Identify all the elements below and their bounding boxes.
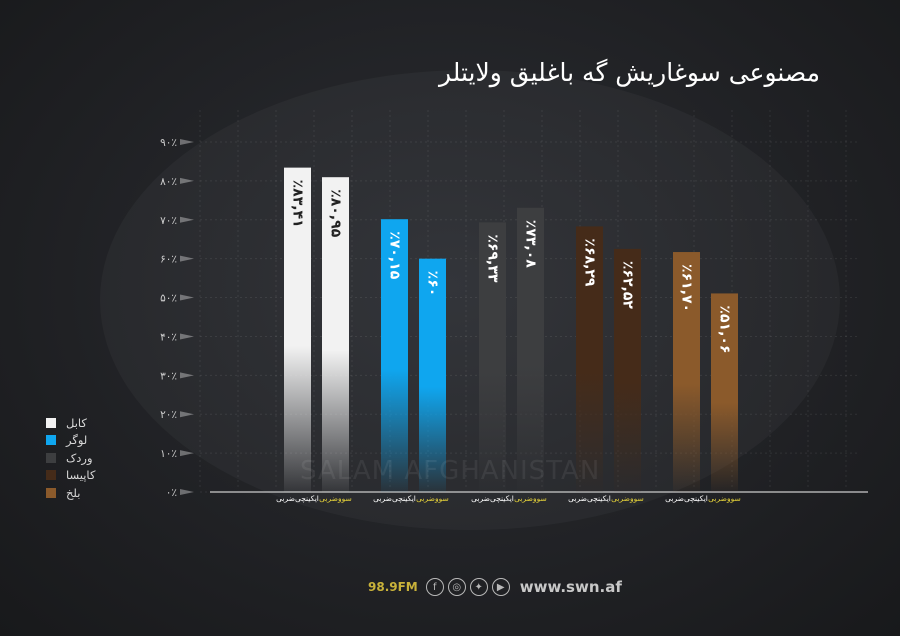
legend-swatch [46, 417, 56, 428]
footer: 98.9FM f ◎ ✦ ▶ www.swn.af [368, 578, 622, 596]
bar [614, 248, 641, 492]
x-category-label: ایکینچی‌ضربی [471, 494, 514, 503]
instagram-icon[interactable]: ◎ [447, 578, 466, 596]
x-category-label: سووضربی [416, 494, 449, 503]
bar-value-label: ٪۶۹,۳۳ [485, 234, 501, 282]
website-link[interactable]: www.swn.af [519, 578, 622, 596]
y-tick-label: ۴۰٪ [160, 331, 177, 343]
bar [479, 222, 506, 492]
x-category-label: ایکینچی‌ضربی [665, 494, 708, 503]
watermark: SALAM AFGHANISTAN [300, 456, 601, 486]
y-tick-label: ۲۰٪ [160, 409, 177, 421]
chart-title: مصنوعی سوغاریش گه باغلیق ولایتلر [438, 58, 820, 87]
legend-label: لوگر [66, 433, 88, 448]
x-category-label: سووضربی [514, 494, 547, 503]
legend-item: بلخ [46, 484, 95, 502]
y-tick-arrow [180, 139, 194, 145]
legend-swatch [46, 452, 56, 463]
y-tick-arrow [180, 255, 194, 262]
legend-label: بلخ [66, 485, 81, 500]
bar [517, 207, 544, 493]
bar [673, 252, 700, 492]
bar [576, 226, 603, 492]
bar-value-label: ٪۶۲,۵۲ [620, 261, 636, 309]
legend-item: کابل [46, 414, 95, 432]
y-tick-label: ۳۰٪ [160, 370, 177, 382]
bar [322, 177, 349, 492]
y-tick-label: ۵۰٪ [160, 293, 177, 305]
youtube-icon[interactable]: ▶ [491, 578, 510, 596]
bar [284, 167, 311, 492]
twitter-icon[interactable]: ✦ [469, 578, 488, 596]
radio-frequency: 98.9FM [368, 580, 418, 594]
y-tick-label: ۹۰٪ [160, 137, 177, 149]
legend-item: کاپیسا [46, 467, 95, 485]
bar [381, 219, 408, 492]
legend-item: وردک [46, 449, 95, 467]
bar [711, 293, 738, 492]
y-tick-arrow [180, 294, 194, 301]
bar-value-label: ٪۶۰ [425, 271, 441, 297]
x-category-label: سووضربی [708, 494, 741, 503]
y-tick-arrow [180, 177, 194, 184]
legend-label: کابل [66, 415, 87, 430]
bar-value-label: ٪۷۰,۱۵ [387, 231, 403, 279]
x-category-label: سووضربی [319, 494, 352, 503]
legend-label: کاپیسا [66, 468, 96, 483]
y-tick-arrow [180, 333, 194, 340]
bar-value-label: ٪۸۳,۴۱ [290, 180, 306, 228]
legend-swatch [46, 487, 56, 498]
bar-value-label: ٪۷۳,۰۸ [523, 220, 539, 268]
bar [419, 258, 446, 492]
legend-swatch [46, 435, 56, 446]
legend-swatch [46, 470, 56, 481]
y-tick-label: ۷۰٪ [160, 215, 177, 227]
y-tick-arrow [180, 489, 194, 495]
y-tick-label: ۸۰٪ [160, 176, 177, 188]
x-category-label: سووضربی [611, 494, 644, 503]
bar-value-label: ٪۵۱,۰۶ [717, 305, 733, 353]
facebook-icon[interactable]: f [425, 578, 444, 596]
y-tick-arrow [180, 216, 194, 223]
y-tick-arrow [180, 411, 194, 418]
legend-label: وردک [66, 450, 93, 465]
y-tick-label: ۱۰٪ [160, 448, 177, 460]
x-category-label: ایکینچی‌ضربی [373, 494, 416, 503]
bar-value-label: ٪۶۱,۷۰ [679, 264, 695, 312]
legend: کابل لوگر وردک کاپیسا بلخ [46, 414, 95, 502]
x-category-label: ایکینچی‌ضربی [276, 494, 319, 503]
legend-item: لوگر [46, 432, 95, 450]
y-tick-label: ۶۰٪ [160, 254, 177, 266]
x-category-label: ایکینچی‌ضربی [568, 494, 611, 503]
y-tick-arrow [180, 372, 194, 379]
y-tick-arrow [180, 450, 194, 457]
bar-value-label: ٪۶۸,۲۹ [582, 238, 598, 286]
bar-value-label: ٪۸۰,۹۵ [328, 189, 344, 237]
y-tick-label: ۰٪ [166, 487, 177, 499]
